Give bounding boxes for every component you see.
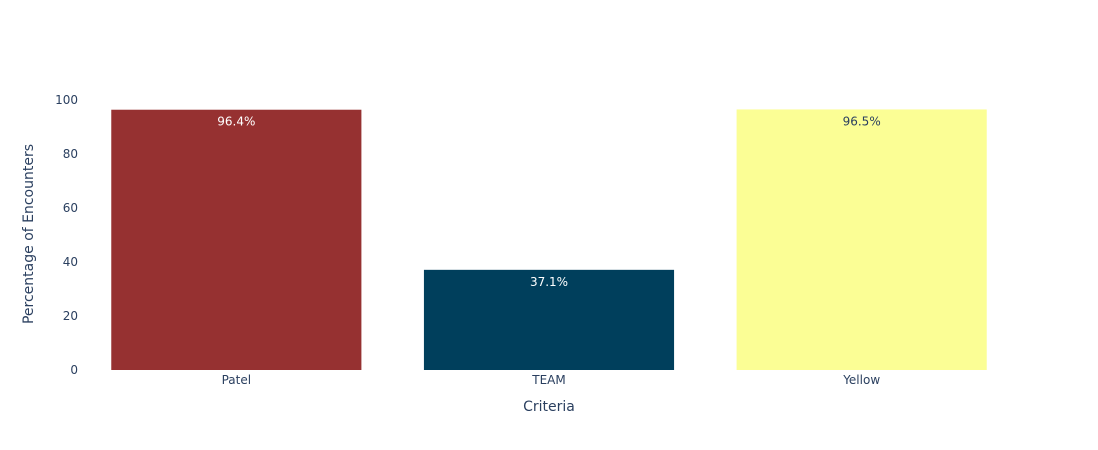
y-tick-label-20: 20	[63, 309, 78, 323]
y-tick-label-100: 100	[55, 93, 78, 107]
x-tick-label-patel: Patel	[222, 373, 251, 387]
y-axis-ticks: 0 20 40 60 80 100	[55, 93, 78, 377]
y-tick-label-80: 80	[63, 147, 78, 161]
x-axis-title: Criteria	[523, 399, 575, 415]
bar-yellow	[736, 109, 987, 370]
x-tick-label-yellow: Yellow	[842, 373, 880, 387]
bars-group	[111, 109, 987, 370]
x-tick-label-team: TEAM	[531, 373, 565, 387]
x-axis-ticks: Patel TEAM Yellow	[222, 373, 881, 387]
bar-team	[423, 269, 675, 370]
bar-value-label-patel: 96.4%	[217, 115, 255, 129]
bar-value-label-team: 37.1%	[530, 275, 568, 289]
y-tick-label-40: 40	[63, 255, 78, 269]
y-axis-title: Percentage of Encounters	[21, 144, 37, 324]
bar-value-label-yellow: 96.5%	[843, 114, 881, 128]
bar-patel	[111, 109, 362, 370]
y-tick-label-60: 60	[63, 201, 78, 215]
y-tick-label-0: 0	[70, 363, 78, 377]
bar-labels-group: 96.4% 37.1% 96.5%	[217, 114, 880, 288]
